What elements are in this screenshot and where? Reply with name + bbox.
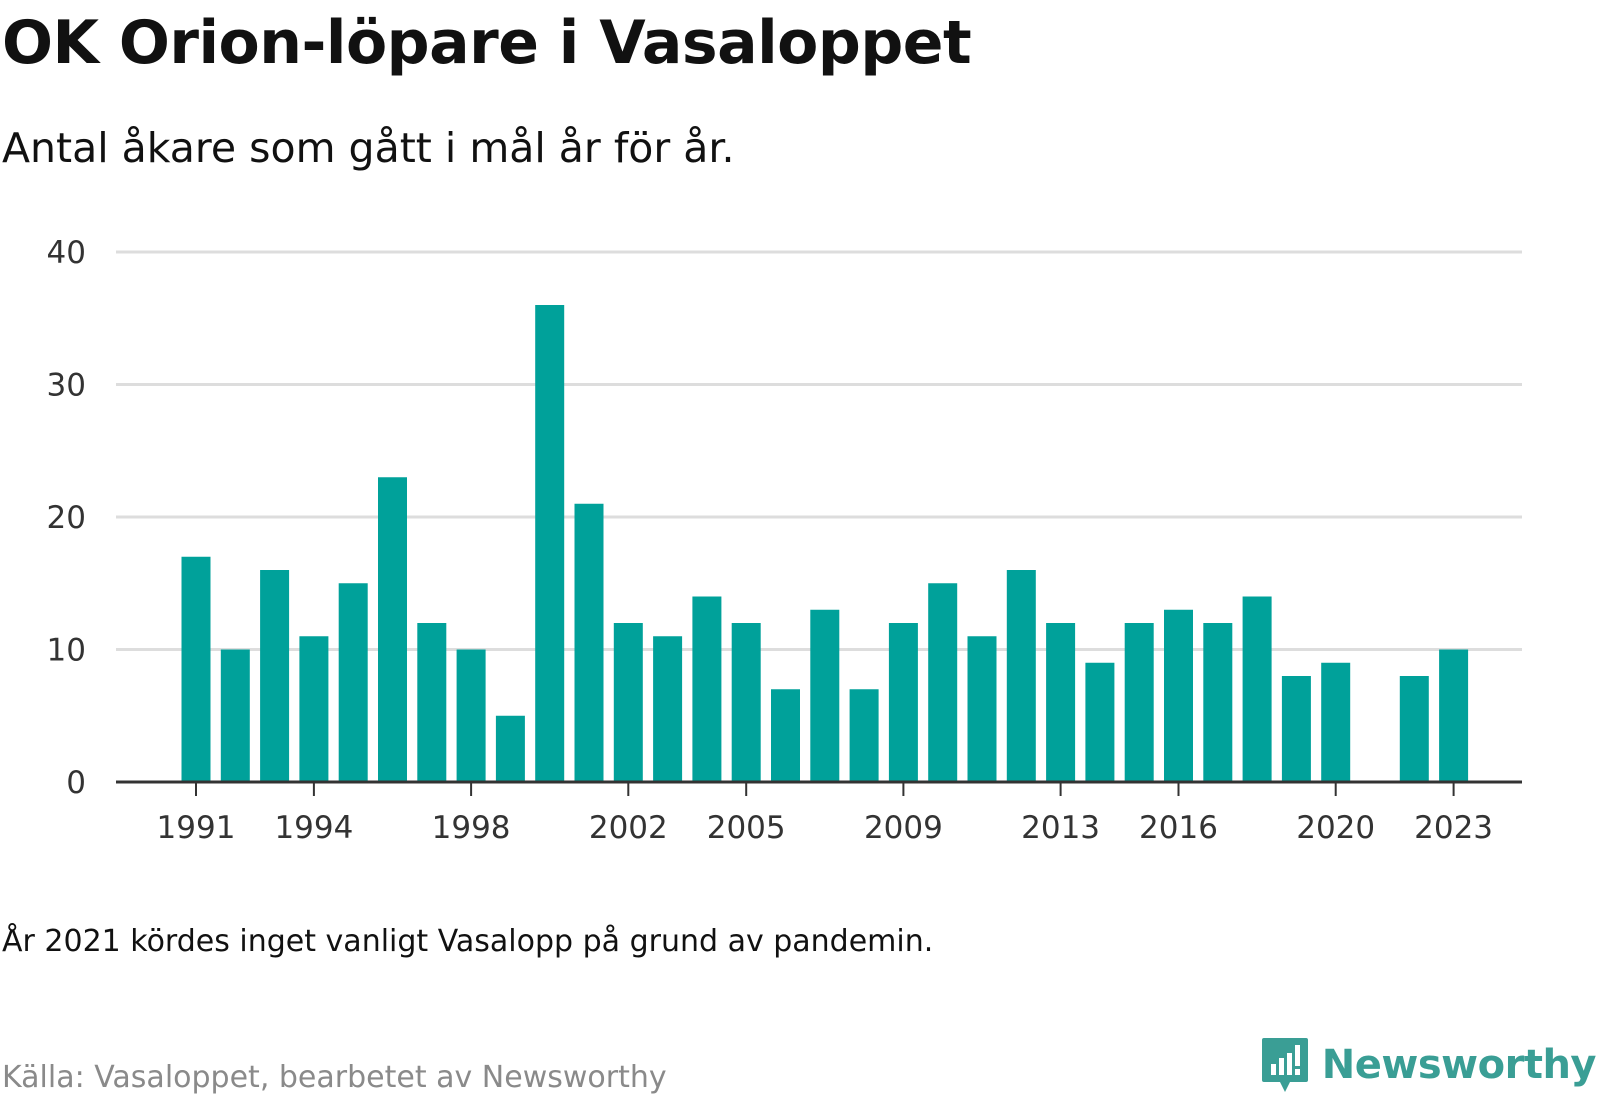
x-tick-label: 2009: [864, 810, 943, 846]
x-tick-label: 1998: [432, 810, 511, 846]
bar-2022: [1399, 676, 1429, 782]
bar-2015: [1124, 623, 1154, 782]
bar-1995: [338, 583, 368, 782]
bar-2016: [1164, 609, 1193, 782]
y-tick-label: 30: [47, 368, 86, 404]
bar-2014: [1085, 662, 1115, 782]
gridlines: [116, 250, 1522, 651]
bar-1997: [417, 623, 447, 782]
bar-1993: [260, 570, 290, 782]
bar-2006: [771, 689, 800, 782]
bar-2002: [613, 623, 643, 782]
newsworthy-brand[interactable]: Newsworthy: [1260, 1036, 1597, 1094]
bar-2009: [888, 623, 918, 782]
y-tick-label: 10: [47, 633, 86, 669]
bar-2019: [1281, 676, 1311, 782]
bar-1992: [220, 649, 250, 782]
x-tick-label: 2020: [1296, 810, 1375, 846]
bar-2012: [1006, 570, 1036, 782]
bars: [181, 305, 1469, 782]
bar-1999: [495, 715, 525, 782]
x-axis: 1991 1994 1998 2002 2005 2009 2013 2016 2020 2023: [116, 780, 1522, 846]
bar-2003: [653, 636, 683, 782]
x-tick-label: 2002: [589, 810, 668, 846]
y-tick-label: 0: [66, 765, 86, 801]
x-tick-label: 2023: [1414, 810, 1493, 846]
y-tick-label: 20: [47, 500, 86, 536]
bar-2004: [692, 596, 722, 782]
bar-2013: [1046, 623, 1076, 782]
brand-name: Newsworthy: [1321, 1042, 1597, 1088]
bar-2000: [535, 305, 565, 782]
bar-2008: [849, 689, 879, 782]
chart-title: OK Orion-löpare i Vasaloppet: [2, 8, 972, 78]
bar-2005: [731, 623, 761, 782]
bar-2007: [810, 609, 840, 782]
bar-2011: [967, 636, 997, 782]
bar-1996: [378, 477, 407, 782]
bar-chart: 0 10 20 30 40 1991 1994 1998 2002 2005 2009 2013 20…: [47, 235, 1522, 846]
bar-1998: [456, 649, 486, 782]
newsworthy-logo-icon: [1261, 1038, 1308, 1092]
chart-footnote: År 2021 kördes inget vanligt Vasalopp på…: [2, 924, 934, 959]
x-tick-label: 1991: [157, 810, 236, 846]
bar-2020: [1321, 662, 1351, 782]
x-tick-label: 2016: [1139, 810, 1218, 846]
y-axis-labels: 0 10 20 30 40: [47, 235, 86, 801]
x-tick-label: 2013: [1021, 810, 1100, 846]
source-note: Källa: Vasaloppet, bearbetet av Newswort…: [2, 1060, 667, 1095]
x-tick-label: 1994: [274, 810, 353, 846]
bar-1994: [299, 636, 329, 782]
bar-2018: [1242, 596, 1272, 782]
bar-2017: [1203, 623, 1233, 782]
y-tick-label: 40: [47, 235, 86, 271]
chart-subtitle: Antal åkare som gått i mål år för år.: [2, 124, 735, 172]
bar-2023: [1439, 649, 1469, 782]
x-tick-label: 2005: [707, 810, 786, 846]
bar-2010: [928, 583, 958, 782]
bar-2001: [574, 503, 604, 782]
bar-1991: [181, 556, 211, 782]
